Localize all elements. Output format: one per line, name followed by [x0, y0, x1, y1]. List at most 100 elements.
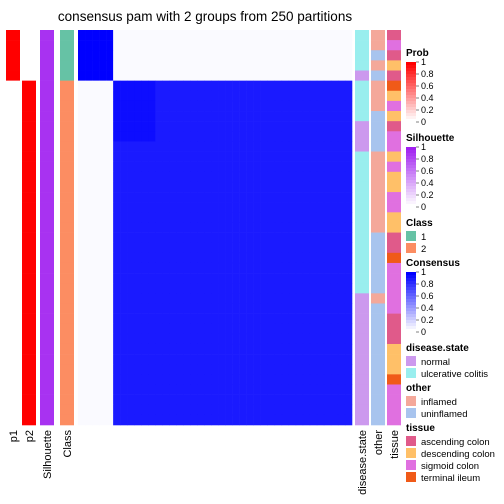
consensus-cell	[239, 333, 247, 345]
consensus-cell	[155, 313, 163, 325]
silhouette-column-label: Silhouette	[42, 430, 54, 479]
consensus-cell	[309, 171, 318, 183]
consensus-cell	[344, 384, 353, 395]
consensus-cell	[260, 60, 268, 71]
tissue-cell	[387, 90, 401, 102]
consensus-cell	[148, 414, 156, 426]
disease-state-cell	[355, 111, 369, 122]
consensus-cell	[246, 283, 254, 294]
silhouette-cell	[40, 364, 54, 375]
consensus-cell	[134, 273, 142, 284]
consensus-cell	[78, 222, 86, 233]
consensus-cell	[253, 40, 261, 51]
consensus-cell	[316, 293, 325, 304]
consensus-cell	[218, 323, 226, 335]
p1-cell	[6, 30, 20, 41]
consensus-cell	[330, 121, 339, 132]
prob-legend-gradient-step	[406, 62, 416, 66]
consensus-cell	[302, 323, 311, 335]
disease-state-cell	[355, 404, 369, 416]
consensus-cell	[288, 202, 297, 213]
consensus-cell	[330, 192, 339, 203]
consensus-cell	[211, 414, 219, 426]
class-cell	[60, 80, 74, 92]
consensus-cell	[274, 273, 283, 284]
consensus-cell	[155, 131, 163, 142]
consensus-cell	[204, 50, 212, 61]
consensus-cell	[204, 30, 212, 41]
consensus-cell	[218, 364, 226, 375]
consensus-cell	[274, 60, 283, 71]
consensus-cell	[239, 151, 247, 162]
consensus-cell	[155, 394, 163, 406]
consensus-cell	[281, 192, 290, 203]
other-cell	[371, 404, 385, 416]
consensus-cell	[337, 374, 346, 385]
consensus-cell	[281, 232, 290, 243]
consensus-cell	[162, 242, 170, 254]
consensus-cell	[99, 60, 107, 71]
consensus-cell	[232, 242, 240, 254]
consensus-cell	[232, 222, 240, 233]
consensus-cell	[176, 171, 184, 183]
consensus-cell	[211, 384, 219, 395]
silhouette-cell	[40, 70, 54, 81]
consensus-cell	[337, 202, 346, 213]
consensus-cell	[253, 262, 261, 274]
consensus-cell	[99, 323, 107, 335]
consensus-cell	[120, 192, 128, 203]
consensus-cell	[155, 171, 163, 183]
consensus-cell	[330, 333, 339, 345]
consensus-cell	[134, 374, 142, 385]
silhouette-legend-title: Silhouette	[406, 133, 455, 144]
consensus-cell	[183, 384, 191, 395]
consensus-cell	[85, 40, 93, 51]
consensus-cell	[330, 364, 339, 375]
silhouette-legend-gradient-step	[406, 168, 416, 172]
consensus-cell	[218, 80, 226, 92]
class-cell	[60, 404, 74, 416]
consensus-cell	[253, 111, 261, 122]
consensus-cell	[218, 333, 226, 345]
consensus-cell	[288, 70, 297, 81]
consensus-cell	[309, 364, 318, 375]
consensus-cell	[141, 252, 149, 264]
consensus-cell	[162, 354, 170, 365]
consensus-cell	[302, 313, 311, 325]
consensus-cell	[218, 141, 226, 152]
consensus-cell	[309, 394, 318, 406]
consensus-cell	[260, 181, 268, 193]
consensus-cell	[106, 141, 114, 152]
consensus-cell	[267, 40, 276, 51]
consensus-cell	[330, 70, 339, 81]
consensus-cell	[85, 131, 93, 142]
consensus-cell	[218, 50, 226, 61]
consensus-cell	[120, 131, 128, 142]
consensus-cell	[316, 141, 325, 152]
silhouette-cell	[40, 384, 54, 395]
consensus-cell	[197, 161, 205, 173]
consensus-cell	[99, 384, 107, 395]
p2-cell	[22, 364, 36, 375]
p2-cell	[22, 384, 36, 395]
consensus-cell	[148, 293, 156, 304]
consensus-cell	[113, 384, 121, 395]
consensus-cell	[113, 364, 121, 375]
consensus-cell	[274, 252, 283, 264]
p2-cell	[22, 343, 36, 355]
p1-cell	[6, 364, 20, 375]
consensus-legend-gradient-step	[406, 278, 416, 282]
consensus-cell	[267, 131, 276, 142]
consensus-cell	[288, 343, 297, 355]
consensus-cell	[323, 171, 332, 183]
consensus-cell	[204, 100, 212, 112]
consensus-cell	[330, 181, 339, 193]
consensus-cell	[211, 222, 219, 233]
consensus-cell	[281, 414, 290, 426]
consensus-cell	[204, 90, 212, 102]
consensus-cell	[120, 333, 128, 345]
consensus-cell	[218, 232, 226, 243]
consensus-cell	[183, 100, 191, 112]
consensus-cell	[309, 100, 318, 112]
consensus-cell	[148, 343, 156, 355]
